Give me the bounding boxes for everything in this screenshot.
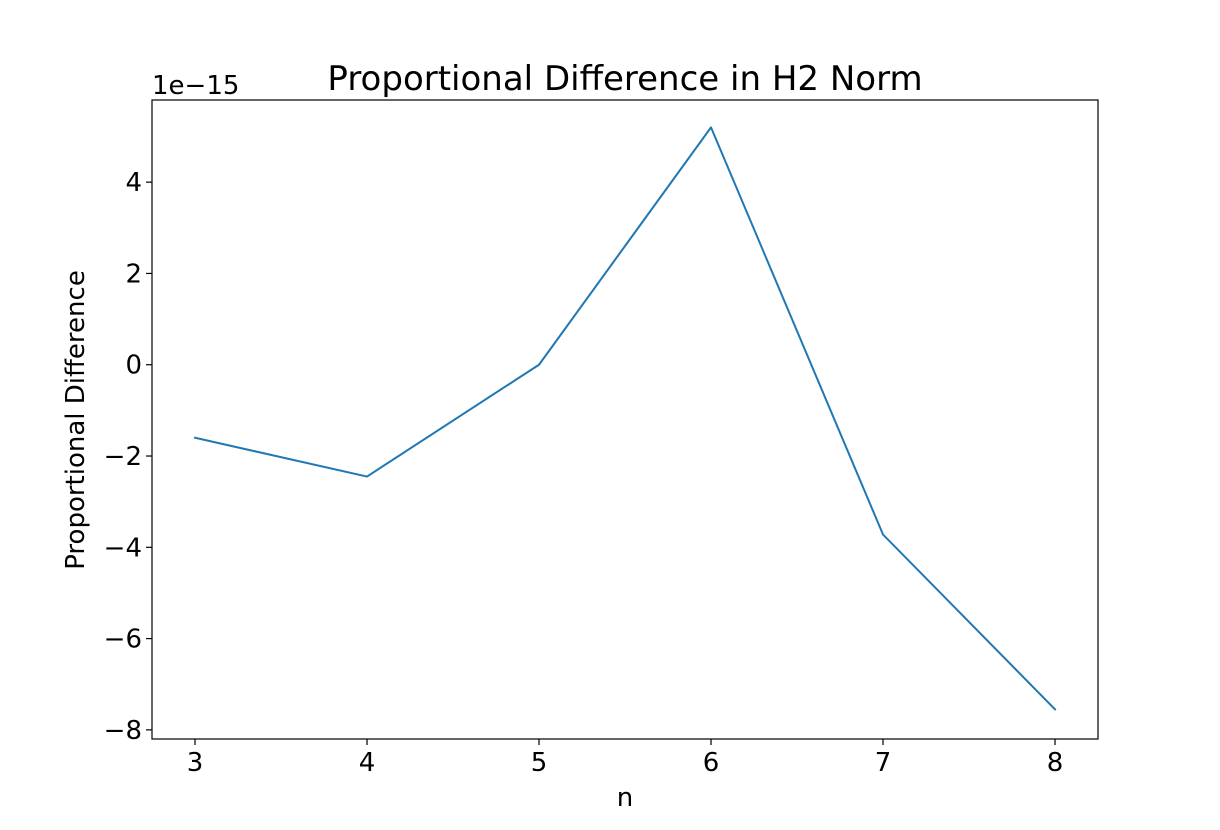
x-tick-label-6: 6 bbox=[703, 748, 720, 778]
chart-title: Proportional Difference in H2 Norm bbox=[327, 59, 922, 99]
x-tick-label-3: 3 bbox=[187, 748, 204, 778]
axes-frame bbox=[151, 99, 1099, 740]
y-tick-label-0: −8 bbox=[104, 716, 142, 746]
y-tick-label-3: −2 bbox=[104, 442, 142, 472]
x-axis-label: n bbox=[617, 783, 633, 813]
x-tick-label-5: 5 bbox=[531, 748, 548, 778]
plot-area bbox=[193, 126, 1057, 711]
y-tick-label-2: −4 bbox=[104, 533, 142, 563]
y-tick-label-6: 4 bbox=[125, 168, 142, 198]
x-tick-label-7: 7 bbox=[875, 748, 892, 778]
y-axis-label: Proportional Difference bbox=[61, 270, 91, 570]
y-offset-label: 1e−15 bbox=[152, 71, 239, 101]
x-tick-label-8: 8 bbox=[1047, 748, 1064, 778]
y-tick-label-4: 0 bbox=[125, 351, 142, 381]
x-tick-label-4: 4 bbox=[359, 748, 376, 778]
y-tick-label-1: −6 bbox=[104, 625, 142, 655]
series-line-0 bbox=[193, 126, 1057, 711]
y-tick-label-5: 2 bbox=[125, 259, 142, 289]
